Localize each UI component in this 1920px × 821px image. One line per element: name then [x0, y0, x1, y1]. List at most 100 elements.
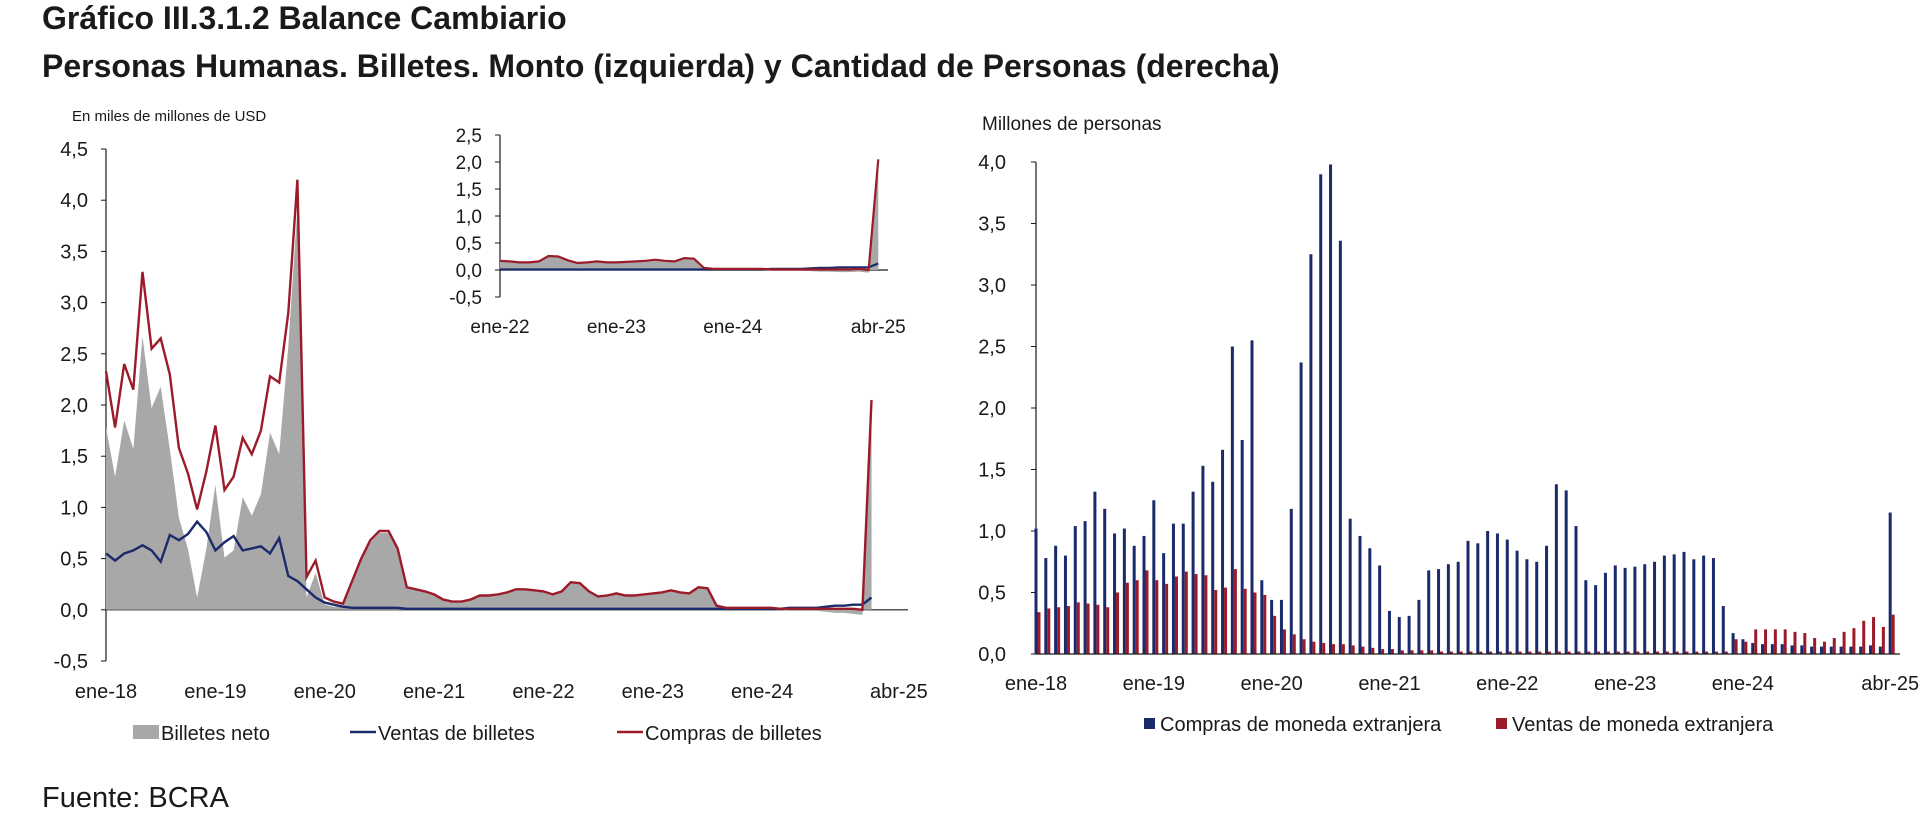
bar-ventas-moneda	[1341, 644, 1345, 654]
x-tick-label: ene-18	[75, 681, 137, 703]
bar-compras-moneda	[1437, 569, 1441, 654]
bar-compras-moneda	[1181, 523, 1185, 654]
bar-compras-moneda	[1594, 585, 1598, 654]
bar-ventas-moneda	[1204, 575, 1208, 654]
y-tick-label: 1,0	[978, 521, 1006, 543]
bar-compras-moneda	[1790, 645, 1794, 654]
bar-ventas-moneda	[1606, 651, 1610, 654]
bar-compras-moneda	[1633, 566, 1637, 654]
bar-compras-moneda	[1829, 646, 1833, 654]
legend-label-ventas-moneda: Ventas de moneda extranjera	[1512, 714, 1774, 736]
y-tick-label: 3,5	[978, 214, 1006, 236]
bar-ventas-moneda	[1106, 607, 1110, 654]
bar-ventas-moneda	[1813, 638, 1817, 654]
bar-ventas-moneda	[1116, 592, 1120, 654]
x-tick-label: ene-23	[1594, 673, 1656, 695]
bar-compras-moneda	[1329, 164, 1333, 654]
bar-ventas-moneda	[1626, 651, 1630, 654]
bar-ventas-moneda	[1263, 594, 1267, 654]
x-tick-label: ene-21	[403, 681, 465, 703]
bar-compras-moneda	[1378, 565, 1382, 654]
bar-ventas-moneda	[1597, 651, 1601, 654]
bar-compras-moneda	[1721, 606, 1725, 654]
bar-ventas-moneda	[1675, 651, 1679, 654]
legend-swatch-compras-moneda	[1144, 718, 1155, 729]
x-tick-label: abr-25	[851, 317, 906, 338]
bar-ventas-moneda	[1518, 651, 1522, 654]
y-tick-label: 1,5	[978, 460, 1006, 482]
bar-ventas-moneda	[1332, 644, 1336, 654]
bar-ventas-moneda	[1449, 651, 1453, 654]
bar-compras-moneda	[1250, 340, 1254, 654]
bar-ventas-moneda	[1273, 615, 1277, 654]
y-tick-label: 2,0	[456, 153, 482, 174]
bar-compras-moneda	[1191, 491, 1195, 654]
bar-ventas-moneda	[1233, 569, 1237, 654]
bar-ventas-moneda	[1174, 576, 1178, 654]
bar-ventas-moneda	[1076, 602, 1080, 654]
x-tick-label: ene-24	[1712, 673, 1774, 695]
bar-compras-moneda	[1672, 554, 1676, 654]
bar-compras-moneda	[1270, 599, 1274, 654]
x-tick-label: ene-24	[731, 681, 793, 703]
bar-compras-moneda	[1878, 646, 1882, 654]
bar-ventas-moneda	[1852, 628, 1856, 654]
bar-ventas-moneda	[1538, 651, 1542, 654]
y-tick-label: 1,0	[60, 497, 88, 519]
bar-compras-moneda	[1515, 550, 1519, 654]
bar-ventas-moneda	[1705, 651, 1709, 654]
bar-compras-moneda	[1142, 535, 1146, 654]
bar-compras-moneda	[1574, 526, 1578, 654]
y-tick-label: 1,5	[60, 446, 88, 468]
y-tick-label: 1,5	[456, 180, 482, 201]
bar-compras-moneda	[1711, 558, 1715, 654]
x-tick-label: abr-25	[1861, 673, 1919, 695]
x-tick-label: ene-20	[1240, 673, 1302, 695]
bar-ventas-moneda	[1096, 604, 1100, 654]
x-tick-label: ene-22	[1476, 673, 1538, 695]
bar-ventas-moneda	[1066, 606, 1070, 654]
bar-ventas-moneda	[1498, 651, 1502, 654]
bar-compras-moneda	[1839, 646, 1843, 654]
bar-ventas-moneda	[1214, 590, 1218, 654]
bar-compras-moneda	[1692, 559, 1696, 654]
bar-compras-moneda	[1495, 533, 1499, 654]
bar-ventas-moneda	[1891, 614, 1895, 654]
bar-ventas-moneda	[1803, 633, 1807, 654]
bar-compras-moneda	[1623, 567, 1627, 654]
bar-compras-moneda	[1554, 484, 1558, 654]
y-tick-label: 0,5	[60, 549, 88, 571]
bar-compras-moneda	[1564, 490, 1568, 654]
bar-ventas-moneda	[1842, 631, 1846, 654]
bar-compras-moneda	[1859, 646, 1863, 654]
x-tick-label: ene-23	[587, 317, 646, 338]
y-tick-label: 2,0	[978, 398, 1006, 420]
x-tick-label: abr-25	[870, 681, 928, 703]
bar-compras-moneda	[1289, 508, 1293, 654]
bar-ventas-moneda	[1587, 651, 1591, 654]
bar-compras-moneda	[1407, 615, 1411, 654]
bar-ventas-moneda	[1351, 645, 1355, 654]
bar-compras-moneda	[1702, 555, 1706, 654]
y-tick-label: 3,0	[60, 293, 88, 315]
bar-ventas-moneda	[1577, 651, 1581, 654]
bar-ventas-moneda	[1057, 607, 1061, 654]
bar-ventas-moneda	[1832, 638, 1836, 654]
y-tick-label: 4,0	[60, 190, 88, 212]
bar-compras-moneda	[1751, 642, 1755, 654]
x-tick-label: ene-24	[703, 317, 763, 338]
bar-ventas-moneda	[1744, 641, 1748, 654]
bar-compras-moneda	[1397, 617, 1401, 654]
legend-label-compras-moneda: Compras de moneda extranjera	[1160, 714, 1442, 736]
bar-compras-moneda	[1476, 543, 1480, 654]
bar-compras-moneda	[1545, 545, 1549, 654]
y-tick-label: 3,0	[978, 275, 1006, 297]
bar-compras-moneda	[1810, 646, 1814, 654]
bar-compras-moneda	[1152, 500, 1156, 654]
bar-ventas-moneda	[1646, 651, 1650, 654]
y-tick-label: 0,0	[456, 261, 482, 282]
bar-ventas-moneda	[1253, 592, 1257, 654]
bar-compras-moneda	[1063, 555, 1067, 654]
y-tick-label: 1,0	[456, 207, 482, 228]
